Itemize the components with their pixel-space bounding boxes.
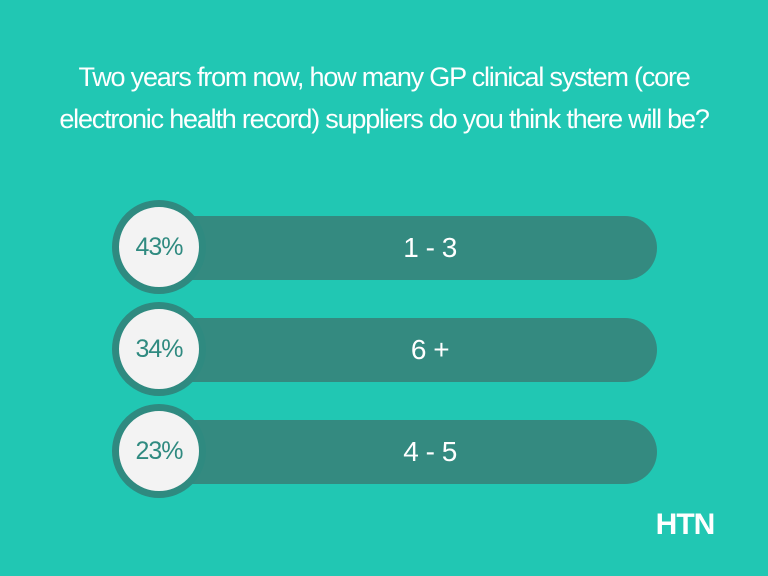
question-title: Two years from now, how many GP clinical… xyxy=(59,62,709,134)
option-percent: 23% xyxy=(112,404,206,498)
option-bar xyxy=(150,318,657,382)
option-bar xyxy=(150,216,657,280)
option-bar xyxy=(150,420,657,484)
option-row: 4 - 5 23% xyxy=(0,402,768,502)
option-row: 1 - 3 43% xyxy=(0,198,768,298)
option-label: 6 + xyxy=(410,334,450,365)
option-percent: 43% xyxy=(112,200,206,294)
option-label: 4 - 5 xyxy=(403,436,457,467)
option-label: 1 - 3 xyxy=(403,232,457,263)
option-row: 6 + 34% xyxy=(0,300,768,400)
option-percent: 34% xyxy=(112,302,206,396)
brand-logo: HTN xyxy=(655,508,716,541)
